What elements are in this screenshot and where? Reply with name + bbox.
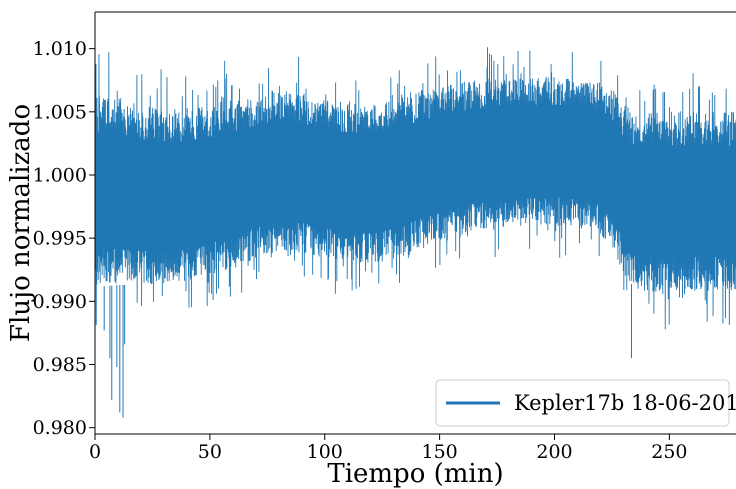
y-tick-label: 0.985 (33, 354, 87, 376)
y-tick-label: 0.980 (33, 417, 87, 439)
y-axis: 0.980 0.985 0.990 0.995 1.000 1.005 1.010 (33, 38, 95, 439)
legend-box (435, 379, 730, 427)
y-tick-label: 1.005 (33, 101, 87, 123)
x-tick-label: 150 (421, 441, 457, 463)
x-tick-label: 100 (307, 441, 343, 463)
y-tick-label: 0.995 (33, 228, 87, 250)
series-core-band (95, 104, 736, 259)
x-axis: 0 50 100 150 200 250 (89, 434, 688, 463)
plot-frame (94, 11, 736, 435)
y-tick-label: 1.010 (33, 38, 87, 60)
series-layer (94, 47, 736, 418)
y-tick-label: 1.000 (33, 164, 87, 186)
legend-label: Kepler17b 18-06-2018 (514, 391, 736, 415)
legend: Kepler17b 18-06-2018 (435, 379, 736, 427)
x-tick-label: 0 (89, 441, 101, 463)
x-tick-label: 250 (651, 441, 687, 463)
y-axis-title: Flujo normalizado (6, 104, 36, 342)
plot-area (94, 12, 736, 434)
y-tick-label: 0.990 (33, 291, 87, 313)
x-tick-label: 50 (198, 441, 222, 463)
x-axis-title: Tiempo (min) (327, 459, 503, 489)
x-tick-label: 200 (536, 441, 572, 463)
